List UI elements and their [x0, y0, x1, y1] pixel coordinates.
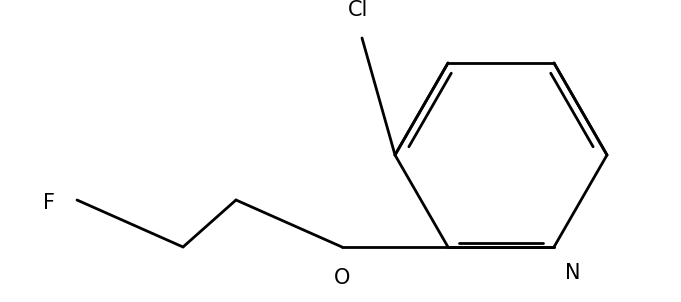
Text: N: N — [565, 263, 580, 283]
Text: O: O — [334, 268, 350, 288]
Text: Cl: Cl — [348, 0, 368, 20]
Text: F: F — [43, 193, 55, 213]
